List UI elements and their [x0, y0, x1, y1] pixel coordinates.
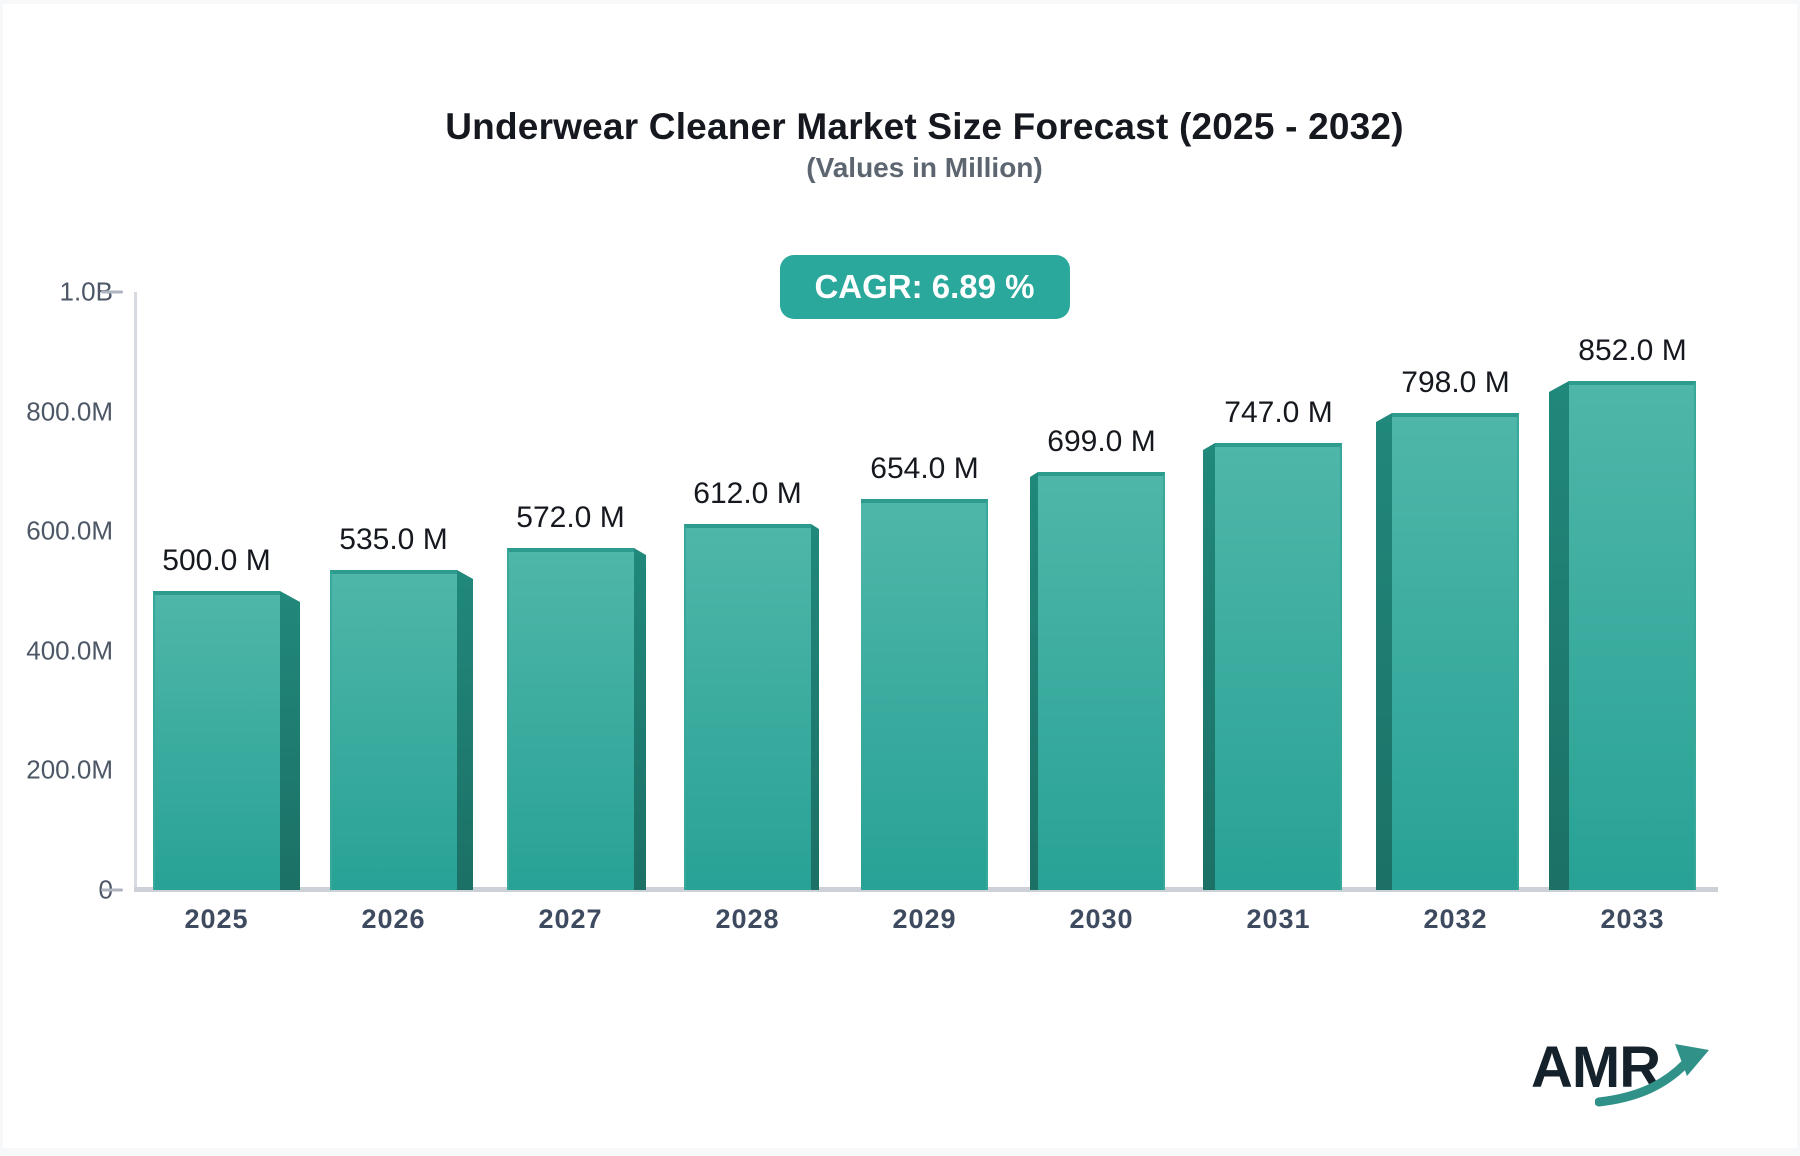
bar-2029: 654.0 M [861, 452, 988, 890]
x-tick-label-2031: 2031 [1246, 904, 1311, 934]
bar-value-label: 612.0 M [693, 477, 802, 510]
x-tick-label-2027: 2027 [538, 904, 603, 934]
bar-2026: 535.0 M [330, 523, 473, 890]
bar-face [1215, 443, 1342, 890]
bar-face [861, 499, 988, 890]
bar-value-label: 798.0 M [1401, 366, 1510, 399]
bar-2032: 798.0 M [1376, 366, 1519, 890]
bar-value-label: 747.0 M [1224, 396, 1333, 429]
bar-value-label: 654.0 M [870, 452, 979, 485]
bar-face [153, 591, 280, 890]
y-axis-line [134, 292, 137, 891]
y-tick-label-800.0M: 800.0M [26, 396, 113, 427]
bar-face [507, 548, 634, 890]
y-tick-mark [101, 290, 123, 294]
bar-face [684, 524, 811, 890]
bar-side-face [457, 570, 473, 890]
chart-header: Underwear Cleaner Market Size Forecast (… [134, 4, 1715, 344]
bar-face [1038, 472, 1165, 890]
bar-value-label: 535.0 M [339, 523, 448, 556]
amr-logo-arrow-icon [1595, 1044, 1709, 1107]
x-tick-label-2033: 2033 [1600, 904, 1665, 934]
bar-side-face [1376, 413, 1392, 890]
x-tick-label-2029: 2029 [892, 904, 957, 934]
x-tick-label-2030: 2030 [1069, 904, 1134, 934]
chart-title: Underwear Cleaner Market Size Forecast (… [445, 106, 1404, 147]
x-tick-label-2025: 2025 [184, 904, 249, 934]
x-tick-label-2028: 2028 [715, 904, 780, 934]
plot-area: 0 200.0M 400.0M 600.0M 800.0M 1.0B 500.0 M 535… [3, 4, 1800, 1156]
y-tick-mark [101, 888, 123, 892]
chart-card: Underwear Cleaner Market Size Forecast (… [3, 4, 1797, 1148]
cagr-badge: CAGR: 6.89 % [779, 255, 1070, 319]
bar-face [1569, 381, 1696, 890]
y-tick-label-200.0M: 200.0M [26, 754, 113, 785]
bar-side-face [1549, 381, 1569, 890]
bar-side-face [1203, 443, 1215, 890]
x-tick-label-2032: 2032 [1423, 904, 1488, 934]
amr-logo: AMR [1531, 1034, 1721, 1124]
y-tick-label-1.0B: 1.0B [59, 276, 114, 307]
bar-2027: 572.0 M [507, 501, 646, 890]
bar-2030: 699.0 M [1030, 425, 1165, 890]
bar-value-label: 500.0 M [162, 544, 271, 577]
y-tick-label-0: 0 [0, 875, 113, 906]
bar-value-label: 699.0 M [1047, 425, 1156, 458]
bar-value-label: 852.0 M [1578, 334, 1687, 367]
y-tick-label-600.0M: 600.0M [26, 515, 113, 546]
bar-side-face [634, 548, 646, 890]
x-tick-label-2026: 2026 [361, 904, 426, 934]
bar-side-face [811, 524, 819, 890]
bar-face [330, 570, 457, 890]
bar-side-face [280, 591, 300, 890]
y-tick-label-400.0M: 400.0M [26, 635, 113, 666]
bar-face [1392, 413, 1519, 890]
bar-2028: 612.0 M [684, 477, 819, 890]
bar-value-label: 572.0 M [516, 501, 625, 534]
chart-subtitle: (Values in Million) [806, 152, 1043, 183]
bar-2031: 747.0 M [1203, 396, 1342, 890]
bar-side-face [1030, 472, 1038, 890]
bar-2025: 500.0 M [153, 544, 300, 890]
bar-2033: 852.0 M [1549, 334, 1696, 890]
